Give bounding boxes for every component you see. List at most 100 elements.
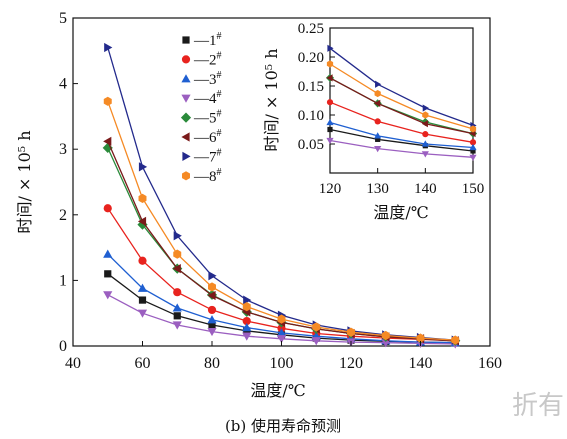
data-point-1#-150 [470, 148, 476, 154]
data-point-8#-70 [173, 249, 182, 259]
legend-label-main: —7 [193, 149, 217, 165]
data-point-7#-130 [375, 80, 382, 88]
data-point-7#-90 [243, 295, 252, 305]
legend-item-2#: —2# [181, 50, 222, 68]
main-y-axis-label: 时间/ × 10⁵ h [15, 130, 34, 233]
data-point-2#-60 [138, 256, 147, 265]
data-point-1#-80 [208, 321, 216, 329]
y-tick-label: 1 [59, 272, 67, 289]
data-point-8#-140 [422, 111, 429, 119]
legend-marker-7# [182, 151, 191, 161]
x-tick-label: 140 [409, 355, 433, 372]
data-point-2#-70 [173, 288, 182, 297]
data-point-7#-140 [422, 104, 429, 112]
data-point-4#-100 [276, 335, 287, 344]
series-2# [326, 99, 477, 146]
data-point-8#-150 [451, 335, 460, 345]
data-point-3#-140 [421, 140, 429, 147]
data-point-1#-50 [104, 270, 112, 278]
legend-label-main: —2 [193, 52, 217, 68]
data-point-8#-90 [242, 302, 251, 312]
series-line-1# [329, 128, 474, 152]
data-point-7#-50 [104, 42, 113, 53]
data-point-8#-110 [312, 322, 321, 332]
data-point-6#-120 [326, 74, 333, 82]
x-tick-label: 120 [339, 355, 363, 372]
x-tick-label: 150 [462, 181, 485, 197]
data-point-2#-120 [326, 99, 334, 106]
legend-label-sup: # [217, 147, 222, 158]
legend-label-sup: # [217, 109, 222, 120]
legend-marker-4# [181, 94, 191, 103]
series-4# [326, 137, 477, 161]
legend-item-1#: —1# [182, 31, 222, 49]
series-6# [326, 74, 476, 138]
y-tick-label: 0.20 [298, 50, 324, 66]
data-point-4#-140 [421, 151, 429, 158]
data-point-3#-130 [374, 132, 382, 139]
series-8# [103, 96, 460, 345]
data-point-2#-150 [469, 139, 477, 146]
legend-item-3#: —3# [181, 70, 222, 88]
legend-label-main: —5 [193, 111, 217, 127]
y-tick-label: 4 [59, 76, 67, 93]
data-point-1#-60 [138, 296, 147, 304]
main-x-ticks: 40 60 80 100 120 140 160 [65, 341, 502, 372]
data-point-8#-130 [374, 89, 381, 98]
inset-x-ticks: 120 130 140 150 [319, 168, 485, 197]
legend-label: —4# [193, 89, 222, 107]
data-point-3#-50 [103, 249, 113, 258]
legend-marker-8# [182, 171, 190, 181]
legend-marker-6# [181, 132, 190, 142]
y-tick-label: 5 [59, 10, 67, 27]
data-point-7#-60 [138, 162, 148, 172]
data-point-8#-80 [208, 282, 216, 292]
y-tick-label: 0.25 [298, 21, 324, 37]
legend-label: —6# [193, 128, 222, 146]
data-point-4#-130 [381, 339, 391, 348]
main-y-ticks: 0 1 2 3 4 5 [59, 10, 78, 355]
data-point-5#-50 [102, 142, 113, 153]
x-tick-label: 120 [319, 181, 342, 197]
main-series-group [102, 42, 461, 349]
data-point-4#-90 [242, 332, 252, 341]
legend-item-8#: —8# [182, 167, 222, 185]
data-point-8#-120 [347, 327, 355, 337]
y-tick-label: 0.15 [298, 79, 324, 95]
legend-marker-5# [180, 112, 192, 123]
data-point-6#-140 [421, 120, 428, 128]
data-point-4#-60 [137, 309, 148, 318]
legend-label: —8# [193, 167, 222, 185]
legend-label: —5# [193, 109, 222, 127]
legend-label: —1# [193, 31, 222, 49]
data-point-7#-70 [173, 231, 182, 241]
main-x-axis-label: 温度/℃ [250, 381, 305, 400]
data-point-3#-80 [207, 315, 217, 324]
x-tick-label: 160 [478, 355, 502, 372]
x-tick-label: 80 [204, 355, 220, 372]
y-tick-label: 3 [59, 141, 67, 158]
data-point-8#-150 [469, 125, 477, 133]
series-line-8# [329, 63, 474, 130]
data-point-4#-80 [207, 327, 217, 337]
data-point-4#-50 [103, 291, 113, 300]
legend-item-4#: —4# [181, 89, 222, 107]
x-tick-label: 130 [366, 181, 389, 197]
series-line-3# [329, 121, 474, 149]
series-3# [103, 249, 460, 347]
legend-item-5#: —5# [180, 109, 222, 127]
x-tick-label: 60 [135, 355, 151, 372]
legend-label: —3# [193, 70, 222, 88]
y-tick-label: 0.10 [298, 108, 324, 124]
main-chart: 40 60 80 100 120 140 160 0 1 2 3 4 5 温度/℃ 时间/ × 10⁵… [15, 10, 502, 400]
legend-marker-1# [182, 36, 190, 44]
x-tick-label: 40 [65, 355, 81, 372]
data-point-2#-80 [207, 305, 217, 315]
data-point-2#-50 [103, 204, 112, 213]
data-point-8#-100 [277, 314, 286, 324]
inset-y-axis-label: 时间/ × 10⁵ h [262, 48, 281, 151]
legend-label-main: —8 [193, 169, 217, 185]
legend-item-7#: —7# [182, 147, 222, 165]
data-point-3#-100 [276, 328, 287, 337]
